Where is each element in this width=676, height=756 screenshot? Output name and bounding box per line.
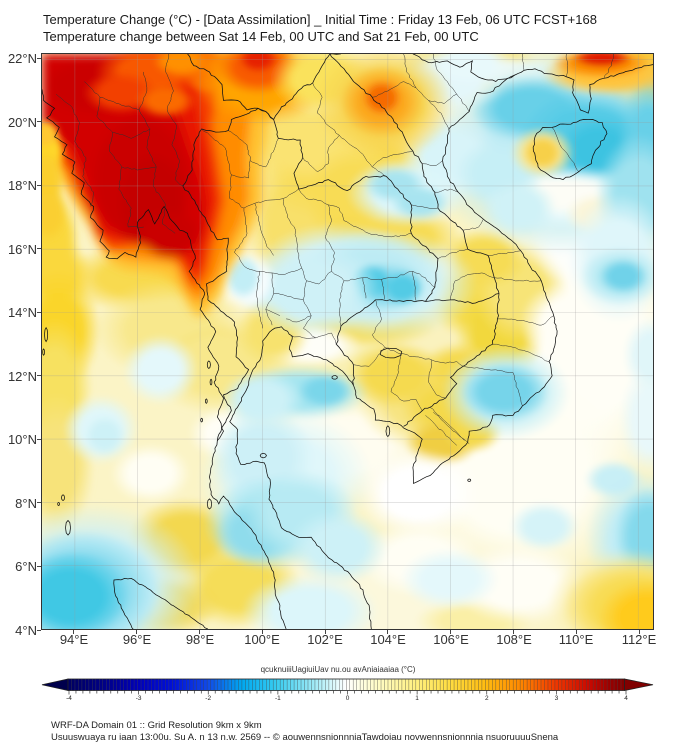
- svg-text:4: 4: [624, 695, 628, 700]
- svg-text:-2: -2: [205, 695, 211, 700]
- svg-text:-4: -4: [66, 695, 72, 700]
- svg-text:2: 2: [485, 695, 489, 700]
- svg-text:0: 0: [346, 695, 350, 700]
- svg-text:1: 1: [415, 695, 419, 700]
- svg-text:3: 3: [555, 695, 559, 700]
- svg-text:-1: -1: [275, 695, 281, 700]
- svg-text:-3: -3: [136, 695, 142, 700]
